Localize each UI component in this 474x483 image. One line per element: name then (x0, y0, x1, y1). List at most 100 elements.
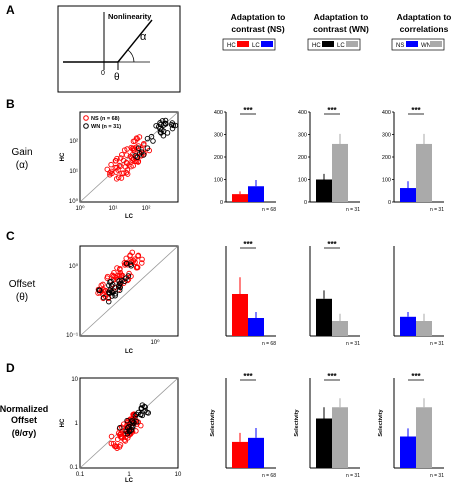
scatter-point (160, 128, 167, 134)
y-axis-label: Selectivity (294, 408, 300, 436)
n-label: n = 68 (262, 473, 276, 479)
row-label-normalized-symbol: (θ/σy) (12, 428, 37, 438)
legend-label-hc: HC (312, 43, 321, 49)
row-label-gain: Gain (11, 147, 32, 158)
bar-lc (248, 437, 264, 468)
scatter-point (108, 161, 114, 168)
bar-ns (400, 188, 416, 202)
y-tick-label: 300 (298, 133, 307, 139)
bar-hc (316, 179, 332, 202)
bar-hc (232, 194, 248, 202)
y-tick-label: 100 (298, 178, 307, 184)
row-label-offset-symbol: (θ) (16, 292, 28, 303)
y-tick-label: 300 (214, 133, 223, 139)
bar-panel-d-corr: Selectivity *** n = 31 (378, 372, 444, 479)
scatter-point (126, 423, 132, 430)
scatter-point (116, 287, 123, 293)
scatter-point (128, 423, 134, 429)
y-tick-label: 1 (75, 421, 79, 427)
scatter-point (114, 265, 120, 271)
column-header-corr: Adaptation to correlations NS WN (391, 12, 452, 51)
y-tick-label: 0 (304, 200, 307, 206)
scatter-point (169, 125, 176, 132)
scatter-point (121, 170, 127, 176)
bar-hc (316, 298, 332, 336)
scatter-point (104, 166, 111, 173)
scatter-point (131, 419, 137, 426)
x-tick-label: 10² (142, 206, 151, 212)
bar-hc (232, 294, 248, 336)
column-title-line1: Adaptation to (397, 12, 452, 22)
scatter-point (131, 256, 138, 262)
scatter-point (124, 146, 130, 152)
scatter-offset: 10⁰ 10⁻¹ 10⁰ LC (66, 245, 179, 355)
scatter-point (125, 273, 132, 279)
scatter-point (156, 123, 162, 130)
n-label: n = 68 (262, 207, 276, 213)
row-label-gain-symbol: (α) (16, 160, 28, 171)
scatter-point (108, 433, 115, 440)
y-tick-label: 400 (214, 110, 223, 116)
scatter-point (112, 292, 118, 299)
scatter-point (122, 164, 129, 170)
row-label-offset2: Offset (11, 415, 37, 425)
scatter-point (121, 147, 128, 153)
bar-lc (248, 186, 264, 202)
scatter-point (128, 430, 134, 436)
bar-hc (316, 418, 332, 468)
column-header-wn: Adaptation to contrast (WN) HC LC (307, 12, 369, 51)
alpha-symbol: α (140, 31, 147, 43)
y-tick-label: 0.1 (70, 465, 79, 471)
row-label-offset: Offset (9, 279, 36, 290)
nonlinearity-schematic: Nonlinearity α 0 θ (57, 5, 181, 93)
scatter-point (170, 122, 177, 129)
scatter-point (122, 438, 129, 444)
n-label: n = 31 (430, 341, 444, 347)
legend-swatch-lc (261, 41, 273, 47)
bar-ns (400, 316, 416, 336)
scatter-point (163, 121, 169, 127)
significance-label: *** (243, 372, 253, 381)
scatter-point (117, 284, 123, 291)
scatter-point (135, 145, 142, 151)
legend-label-hc: HC (227, 43, 236, 49)
x-axis-label: LC (125, 478, 134, 483)
scatter-point (104, 275, 110, 281)
scatter-point (138, 405, 145, 412)
panel-letter-b: B (6, 97, 15, 111)
legend-swatch-hc (237, 41, 249, 47)
scatter-point (128, 263, 134, 269)
legend-swatch-hc (322, 41, 334, 47)
legend-swatch-wn (430, 41, 442, 47)
y-axis-label: Selectivity (378, 408, 384, 436)
n-label: n = 31 (430, 207, 444, 213)
y-tick-label: 0 (388, 200, 391, 206)
scatter-point (130, 257, 137, 264)
column-title-line1: Adaptation to (231, 12, 286, 22)
scatter-point (113, 169, 119, 175)
legend-label-lc: LC (252, 43, 260, 49)
bar-wn (416, 143, 432, 202)
bar-panel-d-wn: Selectivity *** n = 31 (294, 372, 360, 479)
y-tick-label: 200 (214, 155, 223, 161)
y-axis-label: HC (60, 418, 66, 427)
y-tick-label: 400 (382, 110, 391, 116)
scatter-point (116, 444, 123, 450)
bar-panel-d-ns: Selectivity *** n = 68 (210, 372, 276, 479)
scatter-point (132, 153, 139, 159)
y-axis-label: HC (60, 152, 66, 161)
bar-panel-b-corr: 0 100 200 300 400 *** n = 31 (382, 106, 444, 213)
column-header-ns: Adaptation to contrast (NS) HC LC (222, 12, 286, 51)
scatter-point (112, 274, 118, 280)
scatter-point (157, 129, 164, 135)
bar-lc (248, 318, 264, 336)
scatter-point (117, 424, 123, 431)
legend-swatch-lc (346, 41, 358, 47)
scatter-point (144, 145, 151, 151)
scatter-point (123, 169, 130, 176)
bar-lc (332, 321, 348, 336)
scatter-point (124, 171, 131, 177)
scatter-point (123, 260, 130, 267)
scatter-point (118, 175, 125, 181)
scatter-point (144, 409, 150, 416)
